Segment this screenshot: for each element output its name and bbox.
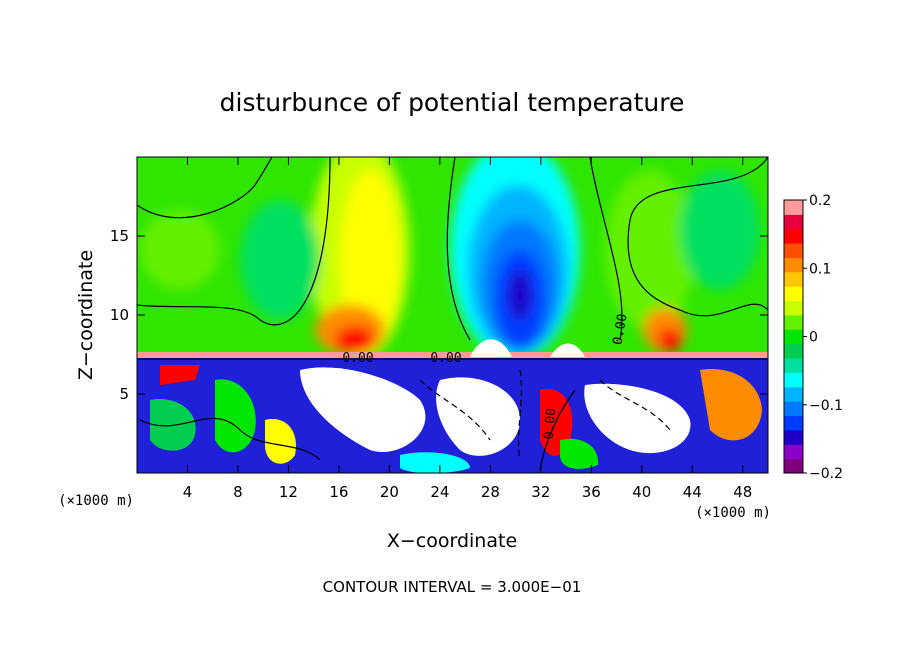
colorbar-swatch [784,329,803,345]
colorbar-tick-label: 0 [809,330,818,346]
x-tick-label: 16 [329,483,348,501]
x-tick-label: 48 [733,483,752,501]
y-axis: 5 10 15 [110,227,768,403]
x-unit-left: (×1000 m) [58,493,134,509]
x-axis-label: X−coordinate [387,530,517,552]
y-tick-label: 15 [110,227,129,245]
colorbar-swatch [784,214,803,230]
x-tick-label: 8 [233,483,243,501]
y-tick-label: 5 [119,385,129,403]
colorbar-tick-label: 0.2 [809,193,831,209]
contour-lines [137,157,768,471]
colorbar-swatch [784,343,803,359]
colorbar-swatch [784,444,803,460]
plot-area [137,157,768,473]
colorbar-tick-label: −0.2 [809,466,843,482]
colorbar-swatch [784,358,803,373]
colorbar-swatch [784,372,803,388]
colorbar-swatch [784,286,803,302]
x-tick-label: 36 [582,483,601,501]
colorbar-swatch [784,271,803,287]
colorbar-swatch [784,228,803,244]
colorbar-swatch [784,257,803,273]
colorbar-tick-label: 0.1 [809,261,831,277]
contour-label: 0.00 [342,351,373,366]
contour-label: 0.00 [542,407,560,440]
chart-title: disturbunce of potential temperature [220,88,685,117]
x-tick-label: 28 [481,483,500,501]
x-tick-label: 4 [183,483,193,501]
colorbar-swatch [784,243,803,258]
colorbar-swatch [784,386,803,402]
colorbar-swatch [784,401,803,417]
upper-field [140,157,760,360]
x-tick-label: 24 [430,483,449,501]
colorbar-swatch [784,300,803,316]
colorbar-swatch [784,458,803,474]
colorbar-swatch [784,429,803,445]
contour-label: 0.00 [610,313,630,346]
x-tick-label: 44 [683,483,702,501]
colorbar-swatch [784,415,803,431]
x-unit-right: (×1000 m) [695,505,771,521]
y-tick-label: 10 [110,306,129,324]
colorbar-swatch [784,200,803,215]
y-axis-label: Z−coordinate [75,250,97,380]
x-tick-label: 12 [279,483,298,501]
interface-band [137,352,768,358]
x-tick-label: 40 [632,483,651,501]
colorbar: 0.2 0.1 0 −0.1 −0.2 [783,193,843,482]
colorbar-swatch [784,314,803,330]
x-tick-label: 32 [531,483,550,501]
peaks [470,339,585,357]
contour-interval-note: CONTOUR INTERVAL = 3.000E−01 [323,578,582,596]
colorbar-tick-label: −0.1 [809,398,843,414]
lower-field [137,357,768,473]
x-axis: 4 8 12 16 20 24 28 32 36 40 44 48 [183,157,752,501]
contour-label: 0.00 [430,351,461,366]
x-tick-label: 20 [380,483,399,501]
